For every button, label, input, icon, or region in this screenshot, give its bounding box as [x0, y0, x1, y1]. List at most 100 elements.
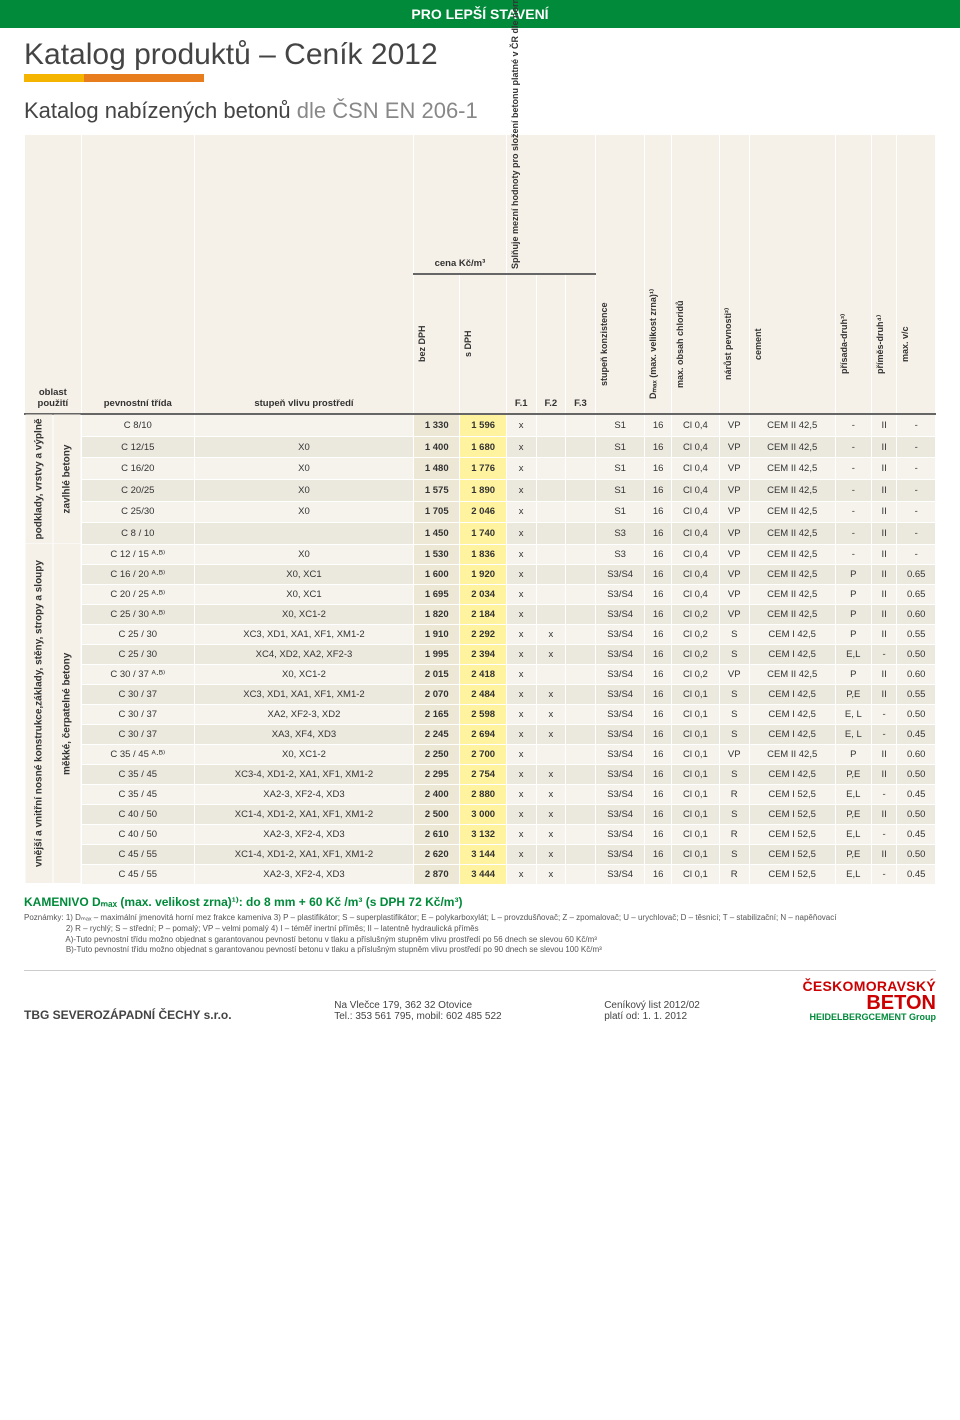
table-cell: C 30 / 37 ᴬ·ᴮ⁾ [81, 664, 194, 684]
table-cell: II [871, 764, 897, 784]
table-cell: 0.45 [897, 824, 936, 844]
table-cell: CEM I 42,5 [749, 764, 835, 784]
table-cell: CEM I 52,5 [749, 824, 835, 844]
table-row: C 30 / 37XA2, XF2-3, XD22 1652 598xxS3/S… [25, 704, 936, 724]
table-cell: 2 394 [460, 644, 506, 664]
table-cell: 0.45 [897, 784, 936, 804]
table-cell [566, 664, 596, 684]
table-cell [566, 684, 596, 704]
table-cell: 1 600 [414, 564, 460, 584]
table-cell: S3/S4 [595, 704, 645, 724]
table-cell: II [871, 744, 897, 764]
table-cell: 2 880 [460, 784, 506, 804]
table-cell: Cl 0,1 [671, 704, 719, 724]
table-cell: S3/S4 [595, 824, 645, 844]
table-cell: CEM I 52,5 [749, 844, 835, 864]
table-cell: VP [719, 458, 749, 480]
table-cell: x [506, 523, 536, 545]
table-cell: XA2, XF2-3, XD2 [194, 704, 413, 724]
table-cell: - [871, 784, 897, 804]
table-cell: VP [719, 523, 749, 545]
table-cell: 2 245 [414, 724, 460, 744]
table-cell: C 20/25 [81, 480, 194, 502]
table-cell: S3 [595, 544, 645, 564]
table-cell: X0, XC1 [194, 584, 413, 604]
table-cell: 1 330 [414, 414, 460, 436]
table-cell [536, 604, 566, 624]
th-bez: bez DPH [414, 274, 460, 414]
table-cell: R [719, 784, 749, 804]
table-cell: II [871, 684, 897, 704]
th-narust: nárůst pevnosti²⁾ [719, 135, 749, 415]
table-cell: Cl 0,1 [671, 824, 719, 844]
table-cell [566, 704, 596, 724]
th-konz: stupeň konzistence [595, 135, 645, 415]
table-cell: C 25 / 30 [81, 624, 194, 644]
th-oblast: oblast použití [25, 135, 82, 415]
table-cell: x [536, 704, 566, 724]
table-cell: 2 610 [414, 824, 460, 844]
table-cell: Cl 0,2 [671, 604, 719, 624]
th-dmax: Dₘₐₓ (max. velikost zrna)¹⁾ [645, 135, 672, 415]
table-row: C 12/15X01 4001 680xS116Cl 0,4VPCEM II 4… [25, 436, 936, 458]
table-cell: 0.50 [897, 704, 936, 724]
table-cell: S3/S4 [595, 724, 645, 744]
accent-line [24, 74, 936, 82]
table-cell: x [536, 724, 566, 744]
table-cell: 3 444 [460, 864, 506, 884]
side-label-2: vnější a vnitřní nosné konstrukce,základ… [25, 544, 53, 884]
table-cell [536, 584, 566, 604]
table-cell: XC4, XD2, XA2, XF2-3 [194, 644, 413, 664]
table-cell: 2 165 [414, 704, 460, 724]
table-cell: C 20 / 25 ᴬ·ᴮ⁾ [81, 584, 194, 604]
table-cell: 1 695 [414, 584, 460, 604]
notes-2: 2) R – rychlý; S – střední; P – pomalý; … [66, 924, 479, 933]
table-row: podklady, vrstvy a výplnězavlhlé betonyC… [25, 414, 936, 436]
table-cell: 1 575 [414, 480, 460, 502]
table-cell [194, 523, 413, 545]
table-cell [536, 744, 566, 764]
table-cell: Cl 0,4 [671, 544, 719, 564]
table-cell: Cl 0,2 [671, 644, 719, 664]
table-cell: - [897, 480, 936, 502]
table-cell: x [506, 844, 536, 864]
th-prisada: přísada-druh³⁾ [835, 135, 871, 415]
table-cell: 2 184 [460, 604, 506, 624]
table-cell: x [536, 764, 566, 784]
table-cell: VP [719, 480, 749, 502]
table-cell: Cl 0,1 [671, 684, 719, 704]
table-cell [566, 414, 596, 436]
table-cell: 16 [645, 480, 672, 502]
table-cell: VP [719, 436, 749, 458]
table-cell: - [871, 724, 897, 744]
table-cell: S3/S4 [595, 644, 645, 664]
table-cell: CEM II 42,5 [749, 436, 835, 458]
table-cell: C 25 / 30 [81, 644, 194, 664]
table-cell: X0, XC1-2 [194, 664, 413, 684]
table-cell: 2 418 [460, 664, 506, 684]
table-cell: XA2-3, XF2-4, XD3 [194, 864, 413, 884]
table-cell: S3/S4 [595, 784, 645, 804]
table-cell: x [506, 480, 536, 502]
table-cell: E, L [835, 704, 871, 724]
table-cell: Cl 0,4 [671, 501, 719, 523]
table-cell: x [536, 864, 566, 884]
table-cell: C 30 / 37 [81, 724, 194, 744]
table-cell: 16 [645, 523, 672, 545]
table-cell: x [506, 436, 536, 458]
table-cell: x [506, 644, 536, 664]
table-cell: P,E [835, 684, 871, 704]
table-cell: II [871, 436, 897, 458]
table-cell: X0 [194, 501, 413, 523]
table-row: C 16/20X01 4801 776xS116Cl 0,4VPCEM II 4… [25, 458, 936, 480]
table-cell: 0.50 [897, 844, 936, 864]
table-cell [566, 864, 596, 884]
table-cell: 1 400 [414, 436, 460, 458]
table-cell: 0.65 [897, 584, 936, 604]
table-cell: 0.45 [897, 864, 936, 884]
table-cell: 2 620 [414, 844, 460, 864]
footer-company: TBG SEVEROZÁPADNÍ ČECHY s.r.o. [24, 1008, 232, 1022]
table-cell: 1 836 [460, 544, 506, 564]
table-cell: 2 700 [460, 744, 506, 764]
table-cell: - [871, 824, 897, 844]
